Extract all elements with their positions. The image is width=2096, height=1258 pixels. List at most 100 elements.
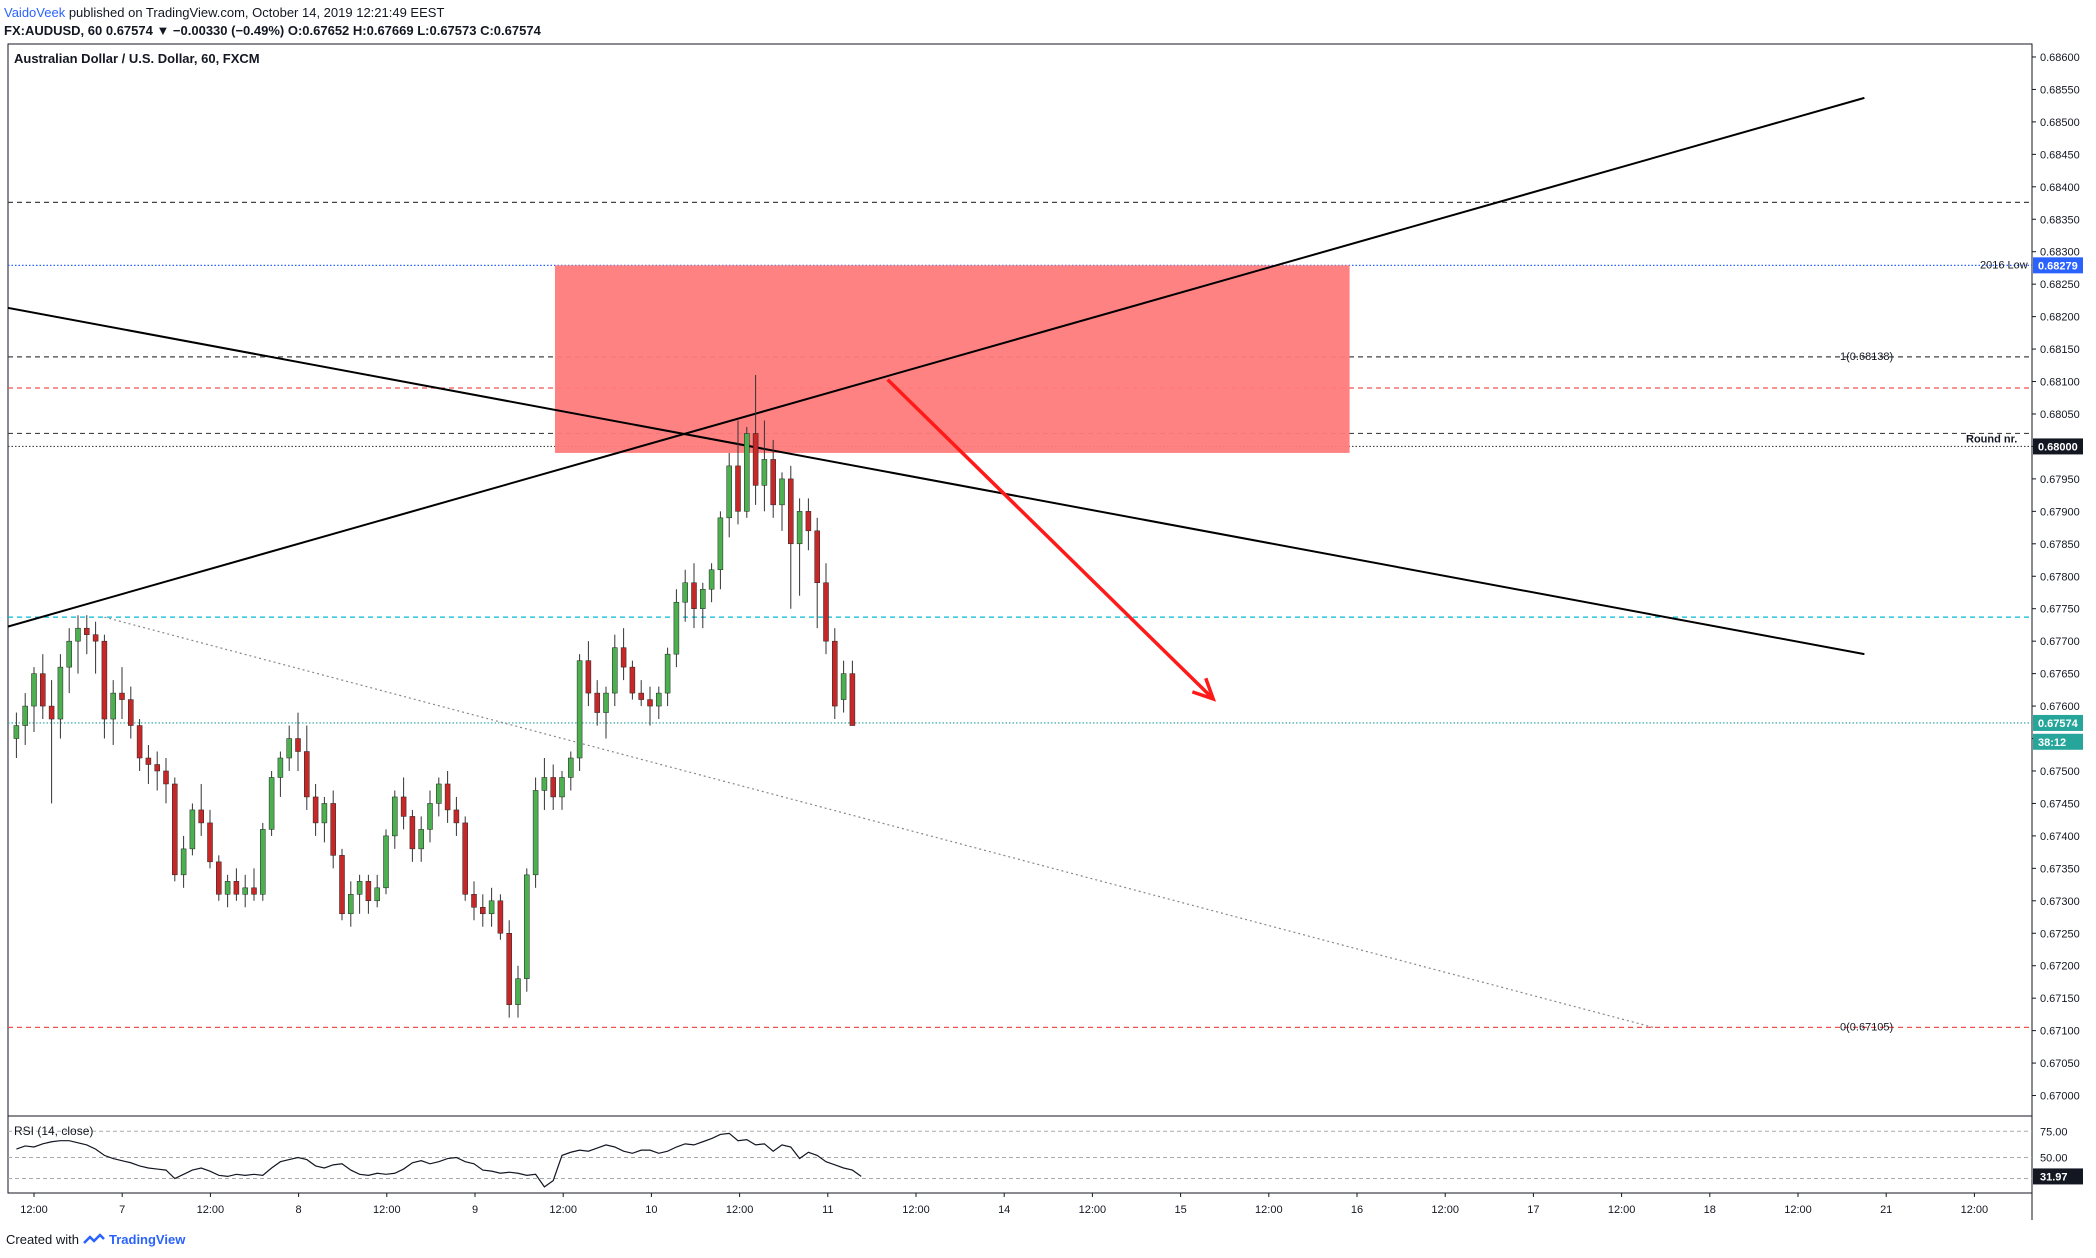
chart-header: VaidoVeek published on TradingView.com, … [4, 4, 444, 21]
y-tick-label: 0.68550 [2040, 84, 2080, 96]
candle [823, 582, 829, 642]
rsi-line [16, 1132, 862, 1188]
candle [251, 887, 257, 895]
y-tick-label: 0.67700 [2040, 636, 2080, 648]
candle [805, 511, 812, 532]
tradingview-brand[interactable]: TradingView [108, 1232, 186, 1247]
x-tick-label: 12:00 [20, 1204, 48, 1216]
y-tick-label: 0.68400 [2040, 182, 2080, 194]
price-label: 0.68279 [2038, 260, 2078, 272]
candle [444, 783, 451, 811]
candle [312, 796, 319, 824]
candle [788, 478, 794, 545]
y-tick-label: 0.67350 [2040, 863, 2080, 875]
candle [233, 881, 240, 895]
y-tick-label: 0.68450 [2040, 149, 2080, 161]
candle [136, 725, 143, 759]
candle [339, 855, 345, 915]
y-tick-label: 0.67600 [2040, 701, 2080, 713]
candle [145, 757, 152, 765]
candle [682, 582, 688, 603]
y-tick-label: 0.67400 [2040, 831, 2080, 843]
y-tick-label: 0.68500 [2040, 117, 2080, 129]
y-tick-label: 0.67850 [2040, 539, 2080, 551]
candle [453, 809, 460, 824]
level-label: 0(0.67105) [1840, 1021, 1893, 1033]
candle [752, 433, 759, 486]
x-tick-label: 10 [645, 1204, 657, 1216]
candle [365, 881, 372, 902]
candle [638, 692, 644, 700]
candle [66, 640, 72, 668]
candle [708, 569, 715, 590]
candle [585, 660, 592, 694]
candle [656, 692, 662, 707]
candle [770, 459, 776, 506]
y-tick-label: 0.68250 [2040, 279, 2080, 291]
candle [735, 465, 741, 512]
candle [612, 647, 618, 694]
price-label-bg [2033, 257, 2083, 274]
y-tick-label: 0.68600 [2040, 52, 2080, 64]
x-tick-label: 15 [1174, 1204, 1186, 1216]
x-tick-label: 8 [296, 1204, 302, 1216]
candle [506, 933, 512, 1005]
level-label: 2016 Low [1980, 259, 2028, 271]
y-tick-label: 0.67100 [2040, 1026, 2080, 1038]
plot-frame [7, 43, 2033, 1194]
candle [163, 770, 169, 785]
price-label-bg [2033, 733, 2083, 750]
x-tick-label: 9 [472, 1204, 478, 1216]
candle [796, 511, 803, 545]
author-link[interactable]: VaidoVeek [4, 5, 66, 20]
y-tick-label: 0.67950 [2040, 474, 2080, 486]
candle [128, 699, 134, 726]
candle [620, 647, 627, 668]
rsi-label: RSI (14, close) [14, 1124, 93, 1138]
y-tick-label: 0.67000 [2040, 1091, 2080, 1103]
candle [603, 692, 609, 713]
candle [849, 673, 856, 726]
candle [172, 783, 178, 876]
candle [57, 666, 64, 720]
price-label: 0.67574 [2038, 718, 2079, 730]
y-tick-label: 0.67050 [2040, 1058, 2080, 1070]
candle [31, 673, 37, 707]
candle [268, 777, 275, 830]
candle [462, 822, 468, 895]
candle [814, 530, 820, 583]
y-tick-label: 0.67750 [2040, 604, 2080, 616]
candle [242, 887, 248, 895]
x-tick-label: 18 [1704, 1204, 1716, 1216]
x-tick-label: 12:00 [197, 1204, 225, 1216]
candle [418, 829, 424, 850]
candle [779, 478, 785, 506]
y-tick-label: 0.68050 [2040, 409, 2080, 421]
supply-zone [554, 265, 1350, 453]
y-tick-label: 0.68350 [2040, 214, 2080, 226]
x-tick-label: 21 [1880, 1204, 1892, 1216]
candle [840, 673, 847, 700]
candle [673, 601, 680, 655]
candle [216, 861, 222, 895]
candle [550, 777, 556, 798]
rsi-tick-label: 50.00 [2040, 1153, 2068, 1165]
created-with-text: Created with [6, 1232, 79, 1247]
y-tick-label: 0.68300 [2040, 247, 2080, 259]
candle [304, 751, 310, 798]
x-tick-label: 12:00 [1961, 1204, 1989, 1216]
candle [119, 692, 125, 700]
candle [409, 816, 416, 850]
footer: Created with TradingView [6, 1232, 185, 1247]
x-tick-label: 16 [1351, 1204, 1363, 1216]
y-tick-label: 0.67500 [2040, 766, 2080, 778]
candle [383, 835, 389, 889]
candle [101, 640, 108, 720]
y-tick-label: 0.67800 [2040, 571, 2080, 583]
x-tick-label: 17 [1527, 1204, 1539, 1216]
candle [515, 978, 521, 1005]
price-label: 0.68000 [2038, 441, 2078, 453]
x-tick-label: 11 [822, 1204, 833, 1216]
candle [700, 588, 706, 609]
